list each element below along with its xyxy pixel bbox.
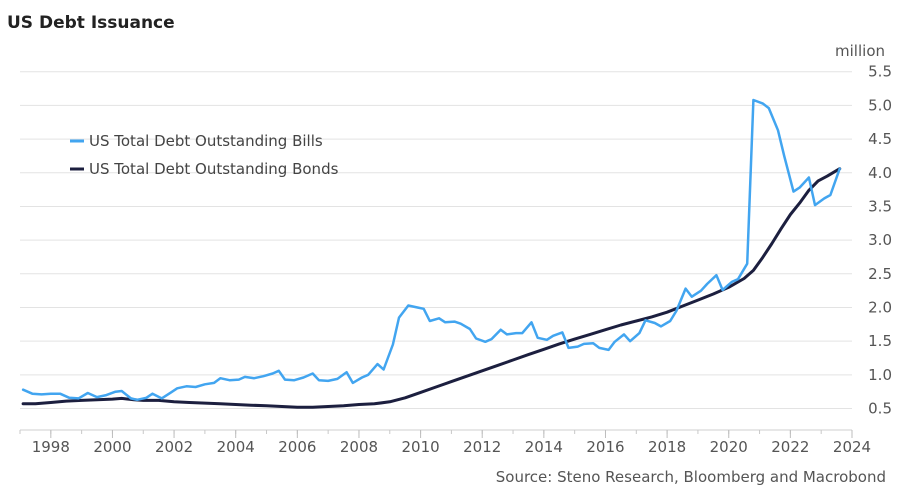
x-tick-label: 2014	[525, 438, 563, 456]
x-tick-label: 2004	[217, 438, 255, 456]
y-tick-label: 1.0	[868, 366, 892, 384]
x-tick-label: 2002	[155, 438, 193, 456]
legend: US Total Debt Outstanding Bills US Total …	[70, 132, 339, 178]
legend-label: US Total Debt Outstanding Bonds	[89, 160, 339, 178]
x-tick-label: 2024	[833, 438, 871, 456]
y-tick-label: 4.5	[868, 130, 892, 148]
y-tick-label: 4.0	[868, 164, 892, 182]
y-axis-ticks: 0.5 1.0 1.5 2.0 2.5 3.0 3.5 4.0 4.5 5.0 5.5	[868, 63, 892, 418]
series-line-bonds	[21, 167, 842, 409]
x-tick-label: 2010	[401, 438, 439, 456]
x-tick-label: 1998	[32, 438, 70, 456]
y-tick-label: 2.5	[868, 265, 892, 283]
x-tick-label: 2018	[648, 438, 686, 456]
x-tick-label: 2020	[710, 438, 748, 456]
y-tick-label: 5.0	[868, 96, 892, 114]
chart-title: US Debt Issuance	[7, 13, 175, 33]
x-axis-ticks: 1998 2000 2002 2004 2006 2008 2010 2012 2014 2016…	[19, 430, 871, 456]
legend-label: US Total Debt Outstanding Bills	[89, 132, 323, 150]
x-tick-label: 2022	[771, 438, 809, 456]
x-tick-label: 2008	[340, 438, 378, 456]
source-note: Source: Steno Research, Bloomberg and Ma…	[496, 468, 886, 486]
y-tick-label: 1.5	[868, 332, 892, 350]
x-tick-label: 2016	[586, 438, 624, 456]
x-tick-label: 2012	[463, 438, 501, 456]
x-tick-label: 2006	[278, 438, 316, 456]
y-unit-label: million	[835, 42, 885, 60]
y-tick-label: 3.0	[868, 231, 892, 249]
x-tick-label: 2000	[93, 438, 131, 456]
y-tick-label: 2.0	[868, 298, 892, 316]
y-tick-label: 3.5	[868, 197, 892, 215]
y-grid	[20, 71, 852, 410]
series-lines	[21, 98, 842, 409]
y-tick-label: 0.5	[868, 400, 892, 418]
y-tick-label: 5.5	[868, 63, 892, 81]
series-line-bills	[21, 98, 841, 402]
